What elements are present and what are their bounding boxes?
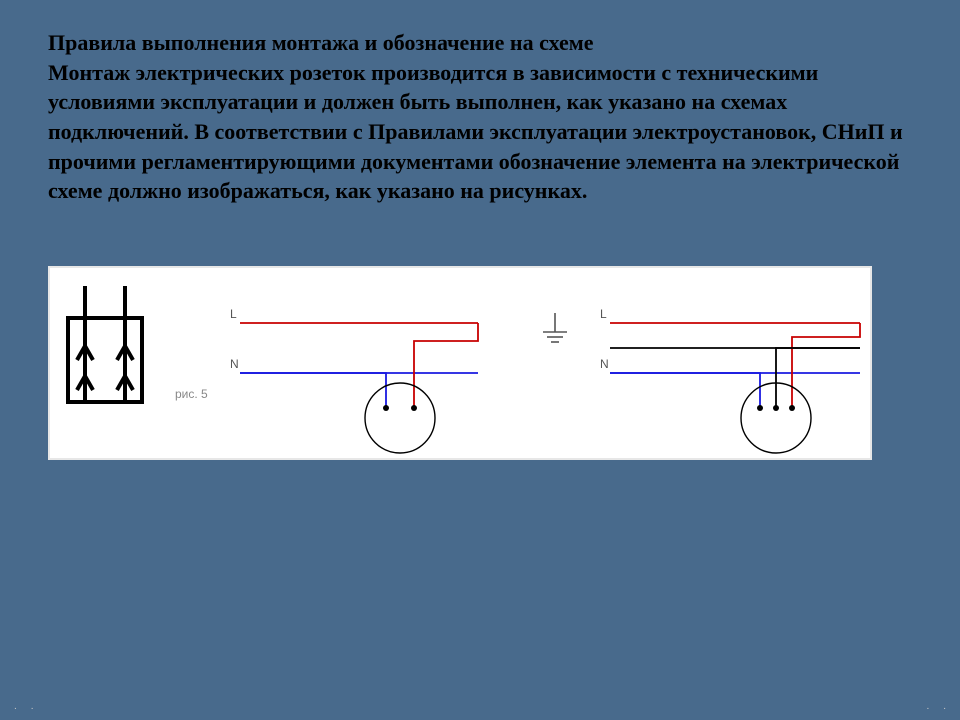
diagram-svg: рис. 5 L N L N bbox=[50, 268, 870, 458]
svg-text:L: L bbox=[230, 307, 237, 321]
wiring-diagram: рис. 5 L N L N bbox=[48, 266, 872, 460]
heading: Правила выполнения монтажа и обозначение… bbox=[48, 30, 594, 55]
slide: Правила выполнения монтажа и обозначение… bbox=[0, 0, 960, 720]
svg-text:рис. 5: рис. 5 bbox=[175, 387, 208, 401]
text-block: Правила выполнения монтажа и обозначение… bbox=[48, 28, 916, 206]
svg-text:L: L bbox=[600, 307, 607, 321]
decoration-dots-left: .. bbox=[14, 701, 48, 712]
decoration-dots-right: .. bbox=[926, 701, 960, 712]
svg-text:N: N bbox=[230, 357, 239, 371]
svg-text:N: N bbox=[600, 357, 609, 371]
body-text: Монтаж электрических розеток производитс… bbox=[48, 60, 903, 204]
